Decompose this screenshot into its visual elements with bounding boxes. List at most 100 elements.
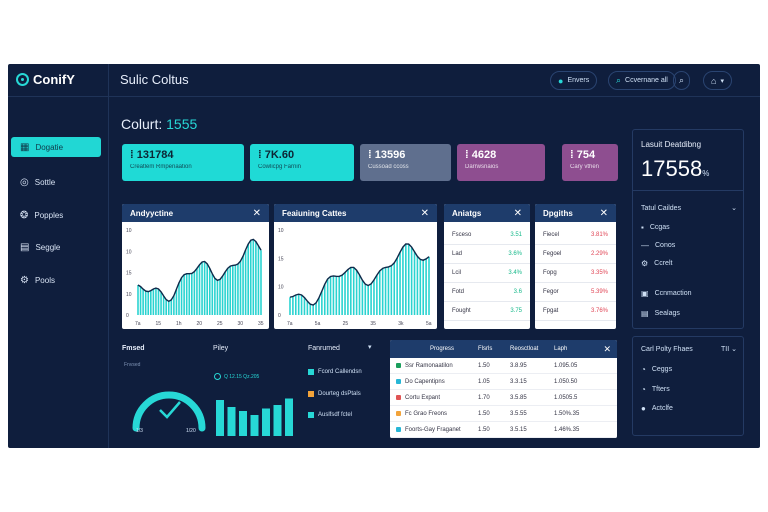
legend-label: Fcord Callendsn [318,369,362,375]
card-icon: ⁞ [130,149,134,161]
column-header[interactable]: Laph [554,346,568,352]
analytics-panel-title: Andyyctine [130,208,174,218]
row-label: Lcil [452,270,462,276]
x-tick-label: 5a [426,321,432,327]
sidebar-divider [108,64,109,448]
summary-item[interactable]: ▤ Sealags [641,309,680,318]
y-tick-label: 15 [126,271,132,277]
y-tick-label: 0 [278,313,281,319]
stat-card-4[interactable]: ⁞ 4628 Darrwsnaios [457,144,545,181]
row-marker [396,363,401,368]
close-icon[interactable]: ✕ [599,207,608,219]
sidebar-item-label: Popples [34,210,64,220]
followers-chart: 10 15 10 0 7a 5a 25 35 3k 5a [278,228,432,327]
stat-card-2[interactable]: ⁞ 7K.60 Cowlicpg Farnin [250,144,354,181]
sidebar-item-pools[interactable]: ⚙ Pools [11,270,101,290]
chart-icon: ▤ [641,309,649,318]
legend-title: Fanrumed [308,345,340,352]
policy-item[interactable]: ◔ Ceggs [641,365,672,374]
stat-card-3[interactable]: ⁞ 13596 Cussoad ccoss [360,144,451,181]
x-tick-label: 3k [398,321,404,327]
ring-icon [214,373,221,380]
table-row[interactable]: Ssr Ramonaatilon 1.50 3.8.95 1.095.05 [390,358,617,374]
card-subtitle: Darrwsnaios [465,164,499,170]
policy-item[interactable]: ● Actclfe [641,404,673,413]
weekly-panel-header: Dpgiths ✕ [535,204,616,222]
row-marker [396,379,401,384]
row-label: Fegor [543,289,559,295]
row-cell: 1.50 [478,362,490,369]
card-icon: ⁞ [368,149,372,161]
overview-button[interactable]: ⌕ Ccvernane all [608,71,676,90]
y-tick-label: 0 [126,313,129,319]
people-icon: ❂ [20,209,29,221]
row-value: 3.4% [508,270,522,276]
envers-button[interactable]: ● Envers [550,71,598,90]
x-tick-label: 25 [343,321,349,327]
summary-item[interactable]: — Conos [641,241,675,250]
sidebar-item-seggle[interactable]: ▤ Seggle [11,237,101,257]
circle-icon: ◔ [641,385,646,394]
legend-swatch [308,412,314,418]
card-value: 13596 [374,149,406,161]
row-name: Fc Grao Freons [405,410,448,417]
logo-icon [16,73,29,86]
search-button[interactable]: ⌕ [673,71,691,90]
list-item: Lcil 3.4% [444,264,530,283]
y-tick-label: 10 [126,292,132,298]
row-cell: 3.5.55 [510,410,527,417]
table-row[interactable]: Do Capentipns 1.05 3.3.15 1.050.50 [390,374,617,390]
row-cell: 3.5.15 [510,426,527,433]
y-tick-label: 15 [278,256,284,262]
stat-card-5[interactable]: ⁞ 754 Cary vthen [562,144,618,181]
close-icon[interactable]: ✕ [513,207,522,219]
settings-icon: ◎ [20,176,29,188]
policy-item[interactable]: ◔ Tfters [641,385,670,394]
row-label: Fpgat [543,308,559,314]
summary-item[interactable]: ▣ Ccnmaction [641,289,692,298]
table-row[interactable]: Fc Grao Freons 1.50 3.5.55 1.50%.35 [390,406,617,422]
policy-panel: Carl Polty Fhaes TII ⌄ ◔ Ceggs ◔ Tfters ● A… [632,336,744,436]
list-item: Fpgat 3.76% [535,302,616,321]
column-header[interactable]: Progress [430,346,455,352]
legend-swatch [308,391,314,397]
column-header[interactable]: Flsrls [478,346,493,352]
list-item: Lad 3.6% [444,245,530,264]
row-cell: 1.0505.5 [554,394,578,401]
app-title: Sulic Coltus [120,72,189,87]
sidebar-item-sottle[interactable]: ◎ Sottle [11,172,101,192]
row-name: Do Capentipns [405,378,445,385]
row-cell: 1.05 [478,378,490,385]
close-icon[interactable]: ✕ [252,207,261,219]
row-value: 3.6 [513,289,522,295]
summary-panel: Lasuit Deatdibng 17558% Tatul Caildes ⌄ … [632,129,744,329]
section-header[interactable]: Tatul Caildes ⌄ [641,204,737,213]
row-cell: 1.70 [478,394,490,401]
chart-icon: ▣ [641,289,649,298]
chevron-down-icon[interactable]: ▾ [368,344,372,351]
table-row[interactable]: Foorts-Gay Fraganet 1.50 3.5.15 1.46%.35 [390,422,617,438]
legend-label: Dourteg dsPtals [318,391,361,397]
home-menu-button[interactable]: ⌂ ▾ [703,71,732,90]
bar [285,398,293,436]
policy-header[interactable]: Carl Polty Fhaes TII ⌄ [641,345,737,354]
column-header[interactable]: Reosctloat [510,346,539,352]
logo[interactable]: ConifY [16,72,75,87]
row-label: Lad [452,251,463,257]
summary-item[interactable]: ⚙ Ccrelt [641,259,672,268]
close-icon[interactable]: ✕ [603,343,611,354]
close-icon[interactable]: ✕ [420,207,429,219]
row-label: Fotd [452,289,465,295]
table-row[interactable]: Cortu Expant 1.70 3.5.85 1.0505.5 [390,390,617,406]
policy-item-label: Actclfe [651,405,673,412]
stat-card-1[interactable]: ⁞ 131784 Creatlem Rmpenaation [122,144,244,181]
sidebar-item-dogatie[interactable]: ▦ Dogatie [11,137,101,157]
y-tick-label: 10 [278,285,284,291]
home-icon: ⌂ [711,75,717,86]
card-value: 4628 [471,149,497,161]
sidebar-item-popples[interactable]: ❂ Popples [11,205,101,225]
circle-icon: ◔ [641,365,646,374]
row-label: Fegoel [543,251,562,257]
summary-item[interactable]: ▪ Ccgas [641,223,670,232]
trend-line [137,238,262,303]
